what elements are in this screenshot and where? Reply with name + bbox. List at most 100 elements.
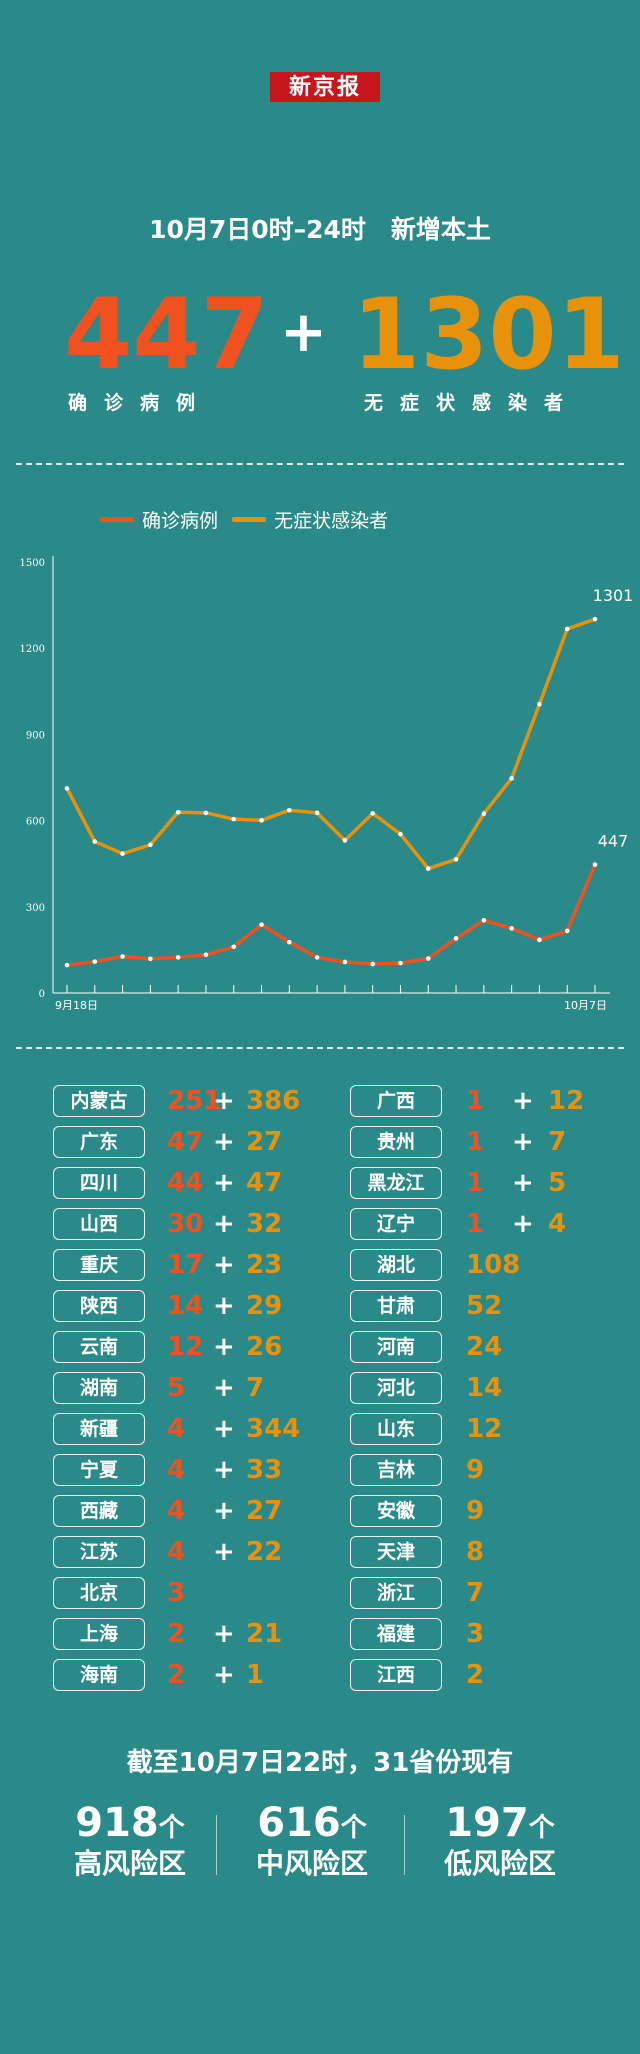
province-name: 云南 [53, 1331, 145, 1363]
risk-low: 197个 低风险区 [410, 1800, 590, 1882]
legend-label-confirmed: 确诊病例 [142, 510, 219, 532]
province-name: 西藏 [53, 1495, 145, 1527]
province-confirmed: 1 [466, 1127, 485, 1157]
data-point-asymptomatic [64, 786, 70, 791]
province-asymptomatic: 5 [548, 1168, 567, 1198]
data-point-asymptomatic [175, 809, 181, 815]
data-point-asymptomatic [425, 866, 431, 871]
province-plus: + [213, 1250, 235, 1280]
y-tick-label: 0 [39, 989, 45, 1000]
province-plus: + [512, 1209, 534, 1239]
province-asymptomatic: 33 [246, 1455, 283, 1485]
province-name: 山西 [53, 1208, 145, 1240]
x-tick-label: 9月18日 [55, 999, 98, 1010]
risk-medium-count: 616 [257, 1800, 341, 1846]
province-asymptomatic: 4 [548, 1209, 567, 1239]
province-plus: + [213, 1291, 235, 1321]
x-tick-label: 10月7日 [564, 999, 607, 1010]
y-tick-label: 600 [26, 817, 45, 828]
province-asymptomatic: 27 [246, 1496, 283, 1526]
end-label-confirmed: 447 [598, 832, 629, 851]
province-name: 黑龙江 [350, 1167, 442, 1199]
province-confirmed: 1 [466, 1168, 485, 1198]
data-point-asymptomatic [537, 701, 542, 707]
province-name: 新疆 [53, 1413, 145, 1445]
province-name: 吉林 [350, 1454, 442, 1486]
risk-separator-1 [216, 1815, 217, 1875]
data-point-confirmed [342, 959, 348, 965]
province-plus: + [213, 1455, 235, 1485]
province-confirmed: 44 [167, 1168, 204, 1198]
province-name: 河南 [350, 1331, 442, 1363]
y-tick-label: 900 [26, 730, 45, 741]
data-point-confirmed [509, 926, 514, 931]
province-name: 山东 [350, 1413, 442, 1445]
province-confirmed: 17 [167, 1250, 204, 1280]
data-point-asymptomatic [314, 810, 320, 816]
province-name: 福建 [350, 1618, 442, 1650]
province-plus: + [213, 1619, 235, 1649]
risk-high: 918个 高风险区 [40, 1800, 220, 1882]
risk-high-unit: 个 [158, 1813, 185, 1843]
province-asymptomatic: 7 [466, 1578, 485, 1608]
province-plus: + [213, 1168, 235, 1198]
province-asymptomatic: 7 [246, 1373, 265, 1403]
province-name: 河北 [350, 1372, 442, 1404]
data-point-confirmed [370, 961, 375, 967]
province-name: 江西 [350, 1659, 442, 1691]
province-name: 江苏 [53, 1536, 145, 1568]
risk-low-count: 197 [445, 1800, 529, 1846]
data-point-confirmed [592, 862, 598, 867]
divider-bottom [16, 1047, 624, 1049]
end-label-asymptomatic: 1301 [593, 586, 634, 605]
risk-high-label: 高风险区 [73, 1847, 186, 1880]
province-asymptomatic: 22 [246, 1537, 283, 1567]
province-confirmed: 4 [167, 1496, 186, 1526]
province-asymptomatic: 7 [548, 1127, 567, 1157]
province-plus: + [213, 1332, 235, 1362]
province-confirmed: 47 [167, 1127, 204, 1157]
province-name: 陕西 [53, 1290, 145, 1322]
asymptomatic-label: 无症状感染者 [364, 392, 581, 414]
province-confirmed: 12 [167, 1332, 204, 1362]
legend-swatch-confirmed [100, 517, 134, 522]
province-asymptomatic: 9 [466, 1496, 485, 1526]
province-name: 内蒙古 [53, 1085, 145, 1117]
province-asymptomatic: 21 [246, 1619, 283, 1649]
data-point-confirmed [453, 936, 459, 941]
data-point-asymptomatic [120, 851, 125, 856]
province-asymptomatic: 3 [466, 1619, 485, 1649]
asymptomatic-total: 1301 [352, 278, 625, 392]
province-plus: + [213, 1373, 235, 1403]
data-point-asymptomatic [592, 616, 598, 622]
data-point-asymptomatic [287, 807, 292, 813]
risk-medium: 616个 中风险区 [222, 1800, 402, 1882]
data-point-asymptomatic [148, 842, 153, 848]
province-asymptomatic: 14 [466, 1373, 503, 1403]
province-asymptomatic: 27 [246, 1127, 283, 1157]
risk-medium-unit: 个 [340, 1813, 367, 1843]
confirmed-label: 确诊病例 [68, 392, 213, 414]
legend-swatch-asymptomatic [232, 517, 267, 522]
confirmed-total: 447 [64, 278, 269, 392]
province-confirmed: 251 [167, 1086, 222, 1116]
data-point-asymptomatic [481, 811, 487, 817]
province-confirmed: 14 [167, 1291, 204, 1321]
province-name: 上海 [53, 1618, 145, 1650]
risk-low-unit: 个 [528, 1813, 555, 1843]
province-name: 浙江 [350, 1577, 442, 1609]
province-confirmed: 4 [167, 1537, 186, 1567]
province-plus: + [213, 1537, 235, 1567]
risk-low-label: 低风险区 [443, 1847, 556, 1880]
province-asymptomatic: 52 [466, 1291, 503, 1321]
province-name: 湖北 [350, 1249, 442, 1281]
data-point-confirmed [148, 956, 153, 962]
data-point-confirmed [425, 956, 431, 961]
chart-legend: 确诊病例 无症状感染者 [100, 505, 396, 533]
y-tick-label: 1200 [20, 644, 45, 655]
province-confirmed: 1 [466, 1086, 485, 1116]
province-asymptomatic: 24 [466, 1332, 503, 1362]
province-name: 贵州 [350, 1126, 442, 1158]
risk-high-count: 918 [75, 1800, 159, 1846]
plus-sign: + [280, 300, 327, 365]
